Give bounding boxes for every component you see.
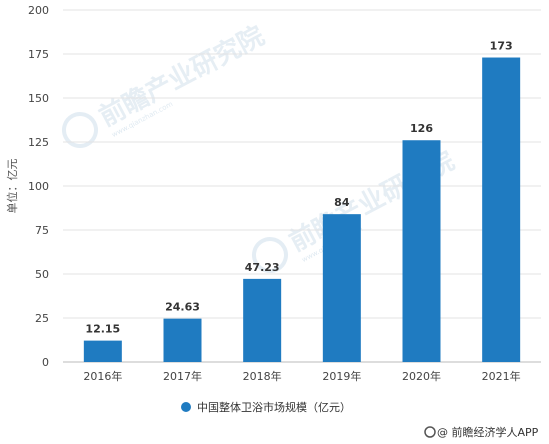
y-tick-label: 100 — [28, 180, 49, 193]
x-tick-label: 2018年 — [243, 369, 282, 383]
y-tick-label: 0 — [42, 356, 49, 369]
x-tick-labels: 2016年 2017年 2018年 2019年 2020年 2021年 — [83, 369, 520, 383]
bar — [83, 340, 122, 362]
data-label: 24.63 — [165, 301, 200, 314]
bar — [243, 278, 282, 362]
y-tick-label: 125 — [28, 136, 49, 149]
data-label: 126 — [410, 122, 433, 135]
bar — [322, 214, 361, 362]
x-tick-label: 2017年 — [163, 369, 202, 383]
bar — [402, 140, 441, 362]
y-axis-label: 单位：亿元 — [5, 159, 19, 214]
bar — [163, 318, 202, 362]
legend-label: 中国整体卫浴市场规模（亿元） — [197, 400, 351, 414]
legend-marker — [181, 402, 191, 412]
watermark-1: 前瞻产业研究院 www.qianzhan.com — [62, 20, 269, 148]
legend: 中国整体卫浴市场规模（亿元） — [181, 400, 351, 414]
y-tick-label: 25 — [35, 312, 49, 325]
y-tick-label: 200 — [28, 4, 49, 17]
source-text: @ 前瞻经济学人APP — [437, 425, 539, 439]
data-label: 47.23 — [245, 261, 280, 274]
x-tick-label: 2016年 — [83, 369, 122, 383]
y-tick-labels: 0 25 50 75 100 125 150 175 200 — [28, 4, 49, 369]
data-label: 84 — [334, 196, 350, 209]
x-tick-label: 2019年 — [322, 369, 361, 383]
watermark-group: 前瞻产业研究院 www.qianzhan.com 前瞻产业研究院 www.qia… — [62, 20, 459, 273]
x-tick-label: 2020年 — [402, 369, 441, 383]
gridlines — [63, 9, 541, 363]
data-label: 173 — [490, 40, 513, 53]
data-labels: 12.15 24.63 47.23 84 126 173 — [85, 40, 512, 336]
data-label: 12.15 — [85, 323, 120, 336]
bars — [83, 57, 521, 363]
y-tick-label: 150 — [28, 92, 49, 105]
bar — [482, 57, 521, 363]
y-tick-label: 50 — [35, 268, 49, 281]
source: @ 前瞻经济学人APP — [424, 425, 539, 439]
x-tick-label: 2021年 — [482, 369, 521, 383]
y-tick-label: 75 — [35, 224, 49, 237]
qianzhan-logo-icon — [424, 426, 436, 438]
y-tick-label: 175 — [28, 48, 49, 61]
watermark-text: 前瞻产业研究院 — [94, 20, 269, 133]
